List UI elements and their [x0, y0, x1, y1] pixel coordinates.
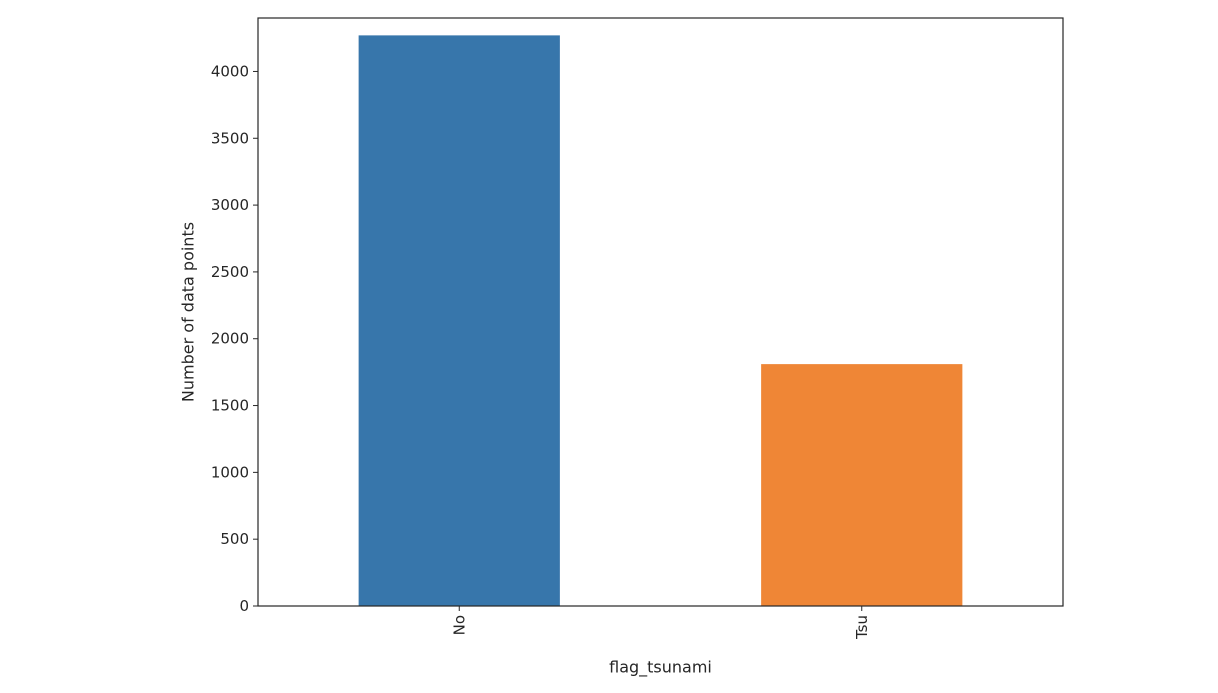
y-axis-label: Number of data points: [179, 222, 198, 402]
y-tick-label: 2500: [211, 263, 249, 281]
x-axis-ticks: No Tsu: [450, 606, 871, 640]
y-axis-ticks: 0 500 1000 1500 2000 2500 3000 3500 4000: [211, 62, 258, 615]
y-tick-label: 2000: [211, 330, 249, 348]
y-tick-label: 1000: [211, 463, 249, 481]
bar-no: [358, 35, 560, 606]
plot-frame: [257, 17, 1064, 607]
bars-group: [358, 35, 963, 606]
x-tick-label: No: [450, 615, 468, 635]
y-tick-label: 4000: [211, 62, 249, 80]
y-tick-label: 500: [220, 530, 249, 548]
y-tick-label: 1500: [211, 397, 249, 415]
y-tick-label: 0: [239, 597, 249, 615]
x-axis-label: flag_tsunami: [609, 658, 712, 678]
bar-tsu: [761, 364, 963, 606]
y-tick-label: 3500: [211, 129, 249, 147]
x-tick-label: Tsu: [853, 615, 871, 640]
y-tick-label: 3000: [211, 196, 249, 214]
